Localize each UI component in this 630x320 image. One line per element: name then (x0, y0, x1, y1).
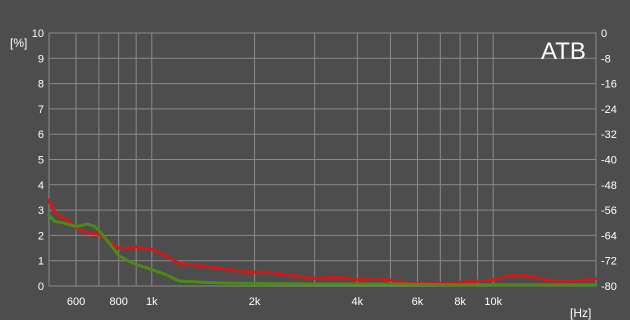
x-tick-label: 6k (412, 296, 424, 308)
series-group (47, 198, 598, 287)
y-tick-label-right: -80 (601, 281, 617, 293)
y-tick-label-right: -72 (601, 256, 617, 268)
y-tick-label-left: 0 (38, 281, 44, 293)
y-tick-label-right: -32 (601, 129, 617, 141)
y-tick-label-right: -24 (601, 104, 617, 116)
x-tick-label: 800 (110, 296, 128, 308)
y-tick-label-right: -64 (601, 230, 617, 242)
y-tick-label-left: 8 (38, 79, 44, 91)
y-tick-label-left: 6 (38, 129, 44, 141)
y-tick-label-right: -40 (601, 155, 617, 167)
x-axis-unit-label: [Hz] (570, 306, 591, 320)
y-tick-label-right: -16 (601, 79, 617, 91)
y-tick-label-left: 4 (38, 180, 44, 192)
y-tick-label-left: 7 (38, 104, 44, 116)
y-tick-label-left: 2 (38, 230, 44, 242)
y-tick-label-right: -48 (601, 180, 617, 192)
brand-label: ATB (541, 38, 586, 65)
x-tick-label: 4k (352, 296, 364, 308)
x-tick-label: 1k (146, 296, 158, 308)
x-tick-label: 10k (484, 296, 502, 308)
y-tick-label-right: -8 (601, 53, 611, 65)
x-tick-label: 8k (454, 296, 466, 308)
x-tick-label: 2k (249, 296, 261, 308)
y-tick-label-left: 1 (38, 256, 44, 268)
y-tick-label-left: 10 (32, 28, 44, 40)
y-tick-label-left: 9 (38, 53, 44, 65)
x-tick-label: 600 (67, 296, 85, 308)
y-axis-unit-label: [%] (10, 36, 27, 50)
y-tick-label-left: 3 (38, 205, 44, 217)
y-tick-label-right: -56 (601, 205, 617, 217)
y-tick-label-left: 5 (38, 155, 44, 167)
series-line-2 (47, 213, 598, 287)
y-tick-label-right: 0 (601, 28, 607, 40)
plot-frame (48, 32, 597, 287)
tick-labels: 0 -80 1 -72 2 -64 3 -56 4 -48 5 -40 6 -32 7 -24 8 -16 9 -8 1… (32, 28, 617, 308)
